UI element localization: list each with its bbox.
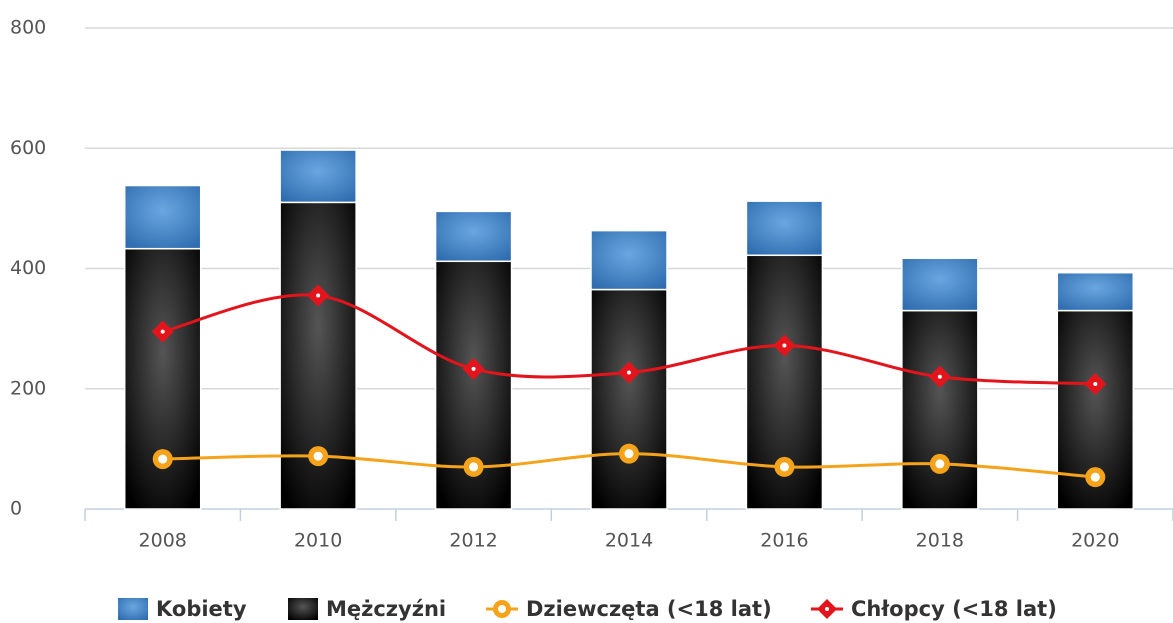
point-center <box>624 449 634 459</box>
bar <box>123 247 202 510</box>
bar <box>434 210 513 263</box>
x-tick-label: 2016 <box>760 530 808 552</box>
legend-swatch <box>118 598 148 620</box>
legend-swatch <box>288 598 318 620</box>
x-tick-label: 2018 <box>916 530 964 552</box>
x-tick-label: 2008 <box>139 530 187 552</box>
point-center <box>160 329 165 334</box>
bar <box>1056 271 1135 312</box>
x-tick-label: 2020 <box>1071 530 1119 552</box>
legend-label: Mężczyźni <box>326 597 446 621</box>
x-tick-label: 2012 <box>449 530 497 552</box>
y-tick-label: 800 <box>10 17 46 39</box>
point-center <box>935 459 945 469</box>
y-tick-label: 0 <box>10 498 22 520</box>
legend-item: Mężczyźni <box>288 597 446 621</box>
point-center <box>782 343 787 348</box>
point-center <box>937 374 942 379</box>
legend-label: Kobiety <box>156 597 247 621</box>
point-center <box>313 451 323 461</box>
point-center <box>1090 472 1100 482</box>
point-center <box>316 293 321 298</box>
legend-marker-center <box>498 605 506 613</box>
bar <box>123 184 202 250</box>
bar <box>901 257 979 312</box>
bar <box>590 288 668 510</box>
legend-item: Kobiety <box>118 597 247 621</box>
y-tick-label: 600 <box>10 137 46 159</box>
bar <box>901 309 979 510</box>
x-tick-label: 2010 <box>294 530 342 552</box>
bar <box>745 200 824 257</box>
y-tick-label: 400 <box>10 257 46 279</box>
y-tick-label: 200 <box>10 377 46 399</box>
legend-item: Dziewczęta (<18 lat) <box>486 597 772 621</box>
legend-label: Dziewczęta (<18 lat) <box>526 597 772 621</box>
bar <box>590 229 668 291</box>
legend-label: Chłopcy (<18 lat) <box>851 597 1057 621</box>
point-center <box>471 366 476 371</box>
point-center <box>627 370 631 375</box>
bar <box>279 149 357 204</box>
point-center <box>469 462 479 472</box>
legend-marker-center <box>825 607 829 611</box>
point-center <box>779 462 789 472</box>
x-tick-label: 2014 <box>605 530 653 552</box>
point-center <box>158 454 168 464</box>
legend-item: Chłopcy (<18 lat) <box>811 597 1057 621</box>
point-center <box>1093 381 1098 386</box>
